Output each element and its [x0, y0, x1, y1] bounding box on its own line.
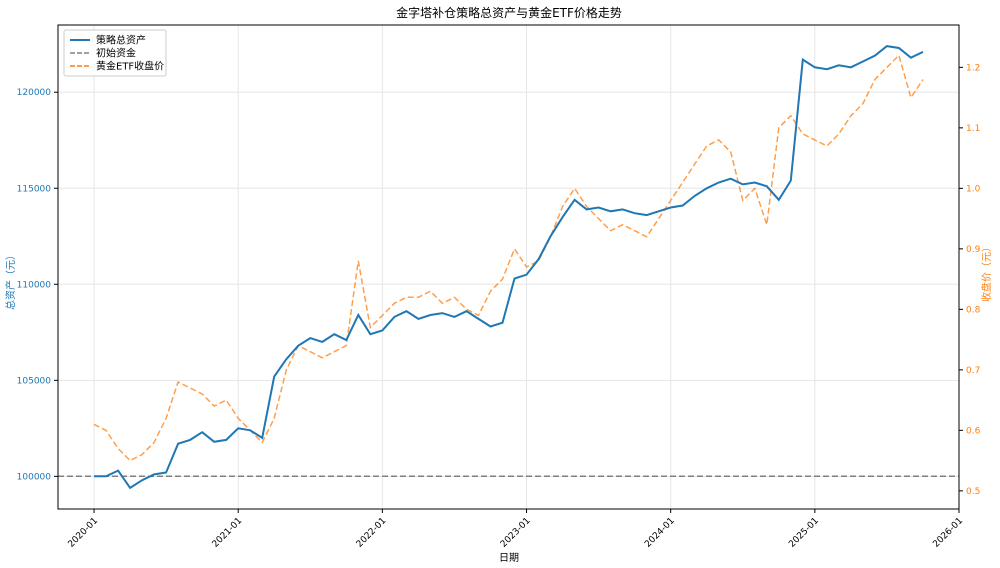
- y-right-axis-label: 收盘价（元）: [980, 242, 993, 302]
- y-right-tick-label: 0.8: [966, 305, 981, 315]
- legend-label: 策略总资产: [96, 34, 146, 47]
- x-tick-label: 2022-01: [355, 516, 389, 550]
- total-assets-line: [94, 45, 924, 490]
- chart-title: 金字塔补仓策略总资产与黄金ETF价格走势: [396, 5, 622, 20]
- y-right-tick-label: 1.2: [966, 63, 980, 73]
- y-right-tick-label: 0.5: [966, 487, 980, 497]
- y-left-tick-label: 120000: [17, 88, 52, 98]
- y-right-tick-label: 0.7: [966, 366, 980, 376]
- legend-box: [63, 29, 167, 77]
- x-axis-label: 日期: [499, 552, 519, 564]
- y-left-tick-label: 100000: [17, 472, 52, 482]
- x-tick-label: 2021-01: [211, 516, 245, 550]
- axes-layer: 2020-01 2021-01 2022-01 2023-01 2024-01 2025-…: [17, 24, 981, 550]
- x-tick-label: 2024-01: [643, 516, 677, 550]
- y-right-tick-label: 0.9: [966, 245, 981, 255]
- series-layer: [58, 45, 959, 490]
- y-right-tick-label: 0.6: [966, 426, 981, 436]
- grid-layer: [58, 25, 960, 509]
- y-left-tick-label: 115000: [17, 184, 52, 194]
- y-left-tick-label: 105000: [17, 376, 52, 386]
- x-tick-label: 2025-01: [787, 516, 821, 550]
- y-right-tick-label: 1.0: [966, 184, 981, 194]
- legend-label: 黄金ETF收盘价: [96, 60, 164, 73]
- gold-etf-price-line: [93, 53, 924, 462]
- y-left-axis-label: 总资产（元）: [4, 250, 17, 310]
- y-left-tick-label: 110000: [17, 280, 52, 290]
- x-tick-label: 2020-01: [66, 516, 100, 550]
- x-tick-label: 2023-01: [499, 516, 533, 550]
- y-right-tick-label: 1.1: [966, 124, 980, 134]
- x-tick-label: 2026-01: [931, 516, 965, 550]
- legend-label: 初始资金: [96, 47, 136, 60]
- plot-frame: [57, 24, 960, 510]
